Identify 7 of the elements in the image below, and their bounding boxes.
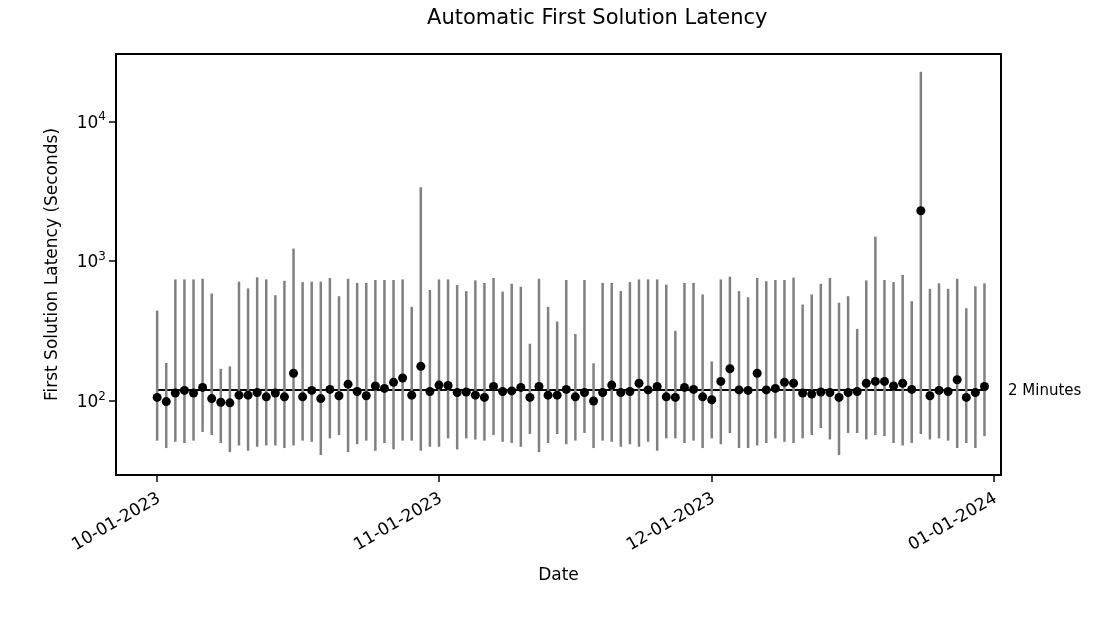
chart-title: Automatic First Solution Latency [427,5,768,30]
x-axis-title: Date [538,563,579,584]
ref-line-label: 2 Minutes [1008,381,1082,399]
y-tick-label: 10$^{2}$ [76,388,106,411]
y-tick-label: 10$^{3}$ [76,249,106,272]
y-tick-label: 10$^{4}$ [76,109,106,132]
y-axis-title: First Solution Latency (Seconds) [40,127,61,402]
